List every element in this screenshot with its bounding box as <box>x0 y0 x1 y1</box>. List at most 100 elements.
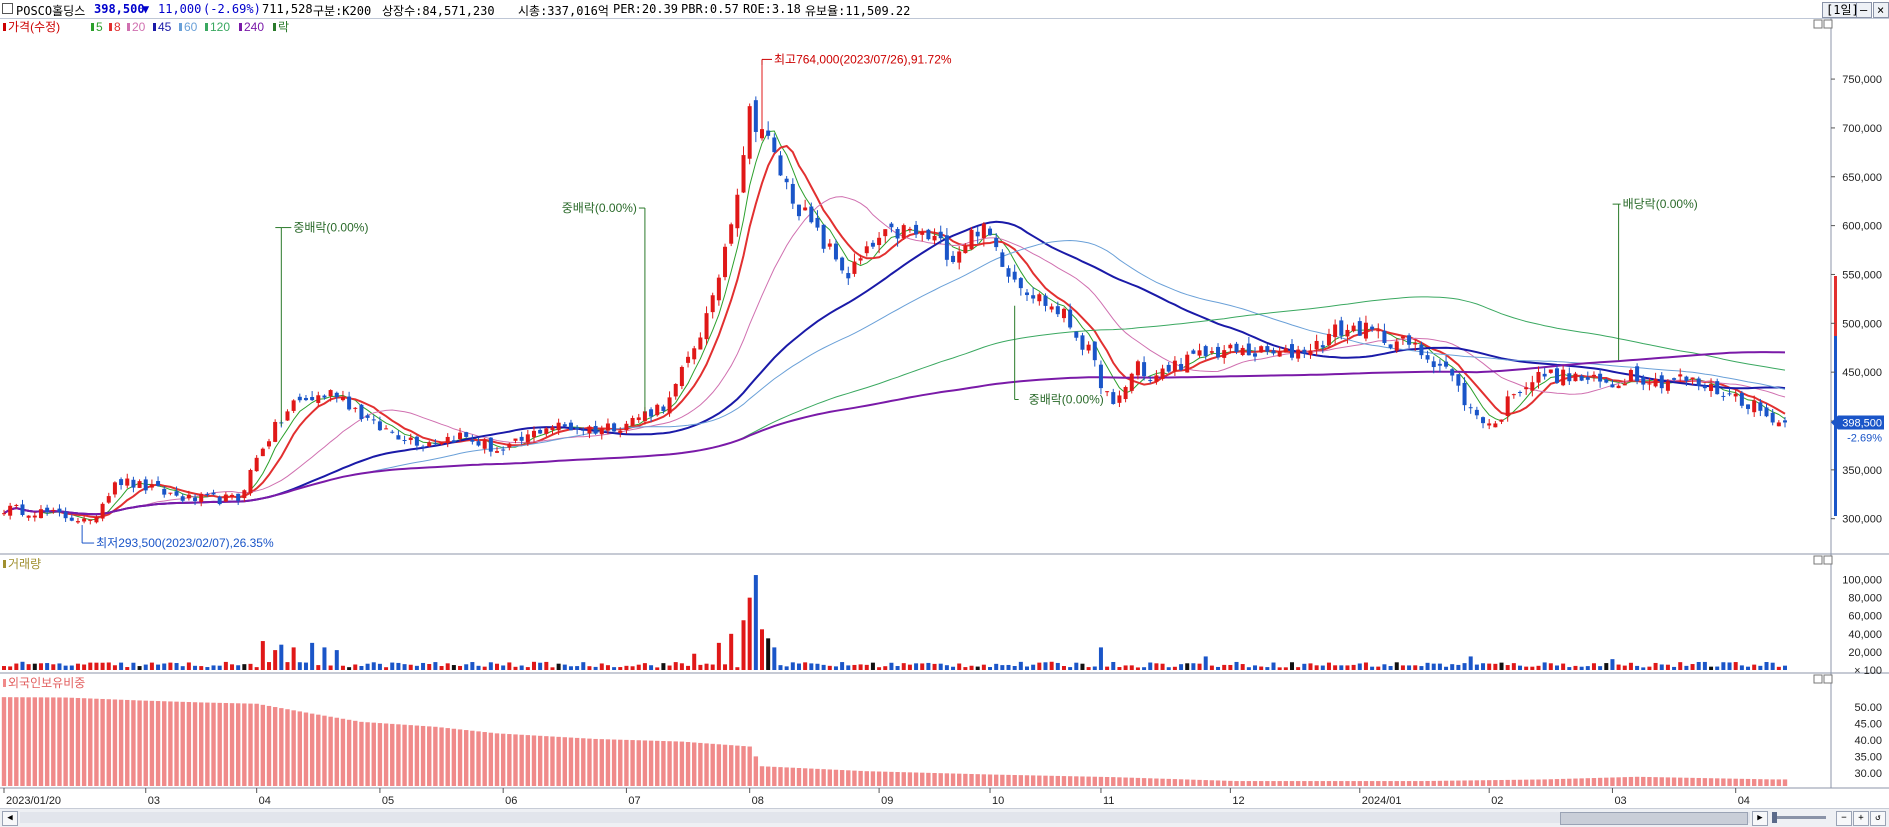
volume-bar <box>211 665 216 670</box>
candle-body <box>365 415 370 418</box>
volume-bar <box>297 662 302 670</box>
stock-selector-icon[interactable] <box>2 3 13 14</box>
foreign-ratio-bar <box>507 734 512 786</box>
volume-bar <box>1709 666 1714 670</box>
candle-body <box>1326 333 1331 346</box>
volume-bar <box>180 666 185 670</box>
candle-body <box>1000 252 1005 267</box>
candle-body <box>254 457 259 472</box>
foreign-ratio-bar <box>482 732 487 786</box>
foreign-ratio-bar <box>1111 777 1116 786</box>
volume-bar <box>1548 663 1553 670</box>
candle-body <box>1462 382 1467 406</box>
foreign-ratio-bar <box>513 734 518 786</box>
candle-body <box>1191 350 1196 354</box>
minimize-button[interactable]: – <box>1856 2 1872 18</box>
foreign-ratio-bar <box>1382 781 1387 786</box>
volume-bar <box>821 664 826 670</box>
candle-body <box>458 432 463 440</box>
foreign-ratio-bar <box>254 703 259 786</box>
volume-bar <box>1074 662 1079 670</box>
volume-bar <box>1265 667 1270 670</box>
ma-legend-label: 5 <box>96 20 103 34</box>
zoom-in-icon[interactable]: + <box>1853 811 1869 826</box>
foreign-ratio-bar <box>611 739 617 786</box>
volume-bar <box>482 666 487 670</box>
candle-body <box>525 434 530 443</box>
volume-bar <box>106 662 111 670</box>
foreign-ratio-bar <box>1191 779 1196 786</box>
candle-body <box>673 383 678 397</box>
foreign-ratio-bar <box>1141 778 1147 786</box>
volume-bar <box>1758 665 1763 670</box>
stock-chart[interactable]: 가격(수정) 5 8 20 45 60 120 240 락 거래량 외국인보유비중 300,0… <box>0 18 1889 808</box>
pbr-value: PBR:0.57 <box>681 2 739 16</box>
volume-bar <box>1376 666 1381 670</box>
candle-body <box>1345 329 1350 337</box>
foreign-ratio-bar <box>1283 781 1289 786</box>
candle-body <box>1783 420 1787 423</box>
close-icon[interactable]: × <box>1873 2 1889 18</box>
volume-bar <box>88 662 93 670</box>
foreign-ratio-bar <box>1474 780 1480 786</box>
volume-bar <box>1505 665 1510 670</box>
candle-body <box>599 428 604 435</box>
candle-body <box>156 481 161 486</box>
volume-bar <box>14 663 19 670</box>
price-tick-label: 700,000 <box>1842 123 1882 135</box>
volume-bar <box>1191 663 1196 670</box>
period-button[interactable]: [1일] <box>1822 2 1863 18</box>
zoom-out-icon[interactable]: − <box>1836 811 1852 826</box>
foreign-ratio-bar <box>328 716 333 786</box>
volume-bar <box>20 661 25 670</box>
volume-bar <box>864 664 869 670</box>
candle-body <box>1444 361 1449 367</box>
candle-body <box>100 503 105 519</box>
scroll-left-icon[interactable]: ◀ <box>2 811 18 826</box>
foreign-ratio-bar <box>383 723 389 786</box>
foreign-ratio-bar <box>1160 778 1165 786</box>
foreign-ratio-bar <box>1332 781 1338 786</box>
candle-body <box>186 494 191 499</box>
stock-name[interactable]: POSCO홀딩스 <box>16 4 86 18</box>
volume-bar <box>162 663 167 670</box>
foreign-ratio-bar <box>1314 781 1319 786</box>
volume-bar <box>248 663 253 670</box>
ma-legend-label: 120 <box>210 20 230 34</box>
volume-bar <box>168 662 173 670</box>
scroll-track[interactable] <box>20 812 1750 823</box>
candle-body <box>310 397 315 401</box>
volume-bar <box>223 661 228 670</box>
candle-body <box>1690 377 1695 380</box>
horizontal-scrollbar[interactable]: ◀ ▶ − + ↺ <box>0 808 1889 827</box>
candle-body <box>1610 384 1615 388</box>
foreign-ratio-bar <box>285 709 290 786</box>
volume-bar <box>1499 662 1504 670</box>
scroll-thumb[interactable] <box>1560 812 1748 825</box>
zoom-slider[interactable] <box>1772 816 1826 819</box>
foreign-ratio-bar <box>88 698 93 786</box>
zoom-slider-handle[interactable] <box>1772 812 1777 823</box>
foreign-ratio-bar <box>883 771 888 786</box>
volume-bar <box>753 575 758 670</box>
foreign-ratio-bar <box>235 703 241 786</box>
foreign-ratio-bar <box>790 767 796 786</box>
foreign-ratio-bar <box>1567 778 1572 786</box>
scroll-right-icon[interactable]: ▶ <box>1752 811 1768 826</box>
candle-body <box>1031 295 1036 299</box>
volume-bar <box>1764 662 1769 670</box>
candle-body <box>1585 377 1590 380</box>
candle-body <box>119 479 124 486</box>
volume-bar <box>464 664 469 670</box>
volume-bar <box>347 667 352 670</box>
zoom-reset-icon[interactable]: ↺ <box>1870 811 1886 826</box>
candle-body <box>63 511 68 519</box>
foreign-ratio-bar <box>1653 777 1658 786</box>
date-tick-label: 2023/01/20 <box>6 795 61 807</box>
foreign-ratio-bar <box>433 726 438 786</box>
candle-body <box>1715 381 1720 395</box>
candle-body <box>439 442 444 445</box>
volume-unit-label: × 100 <box>1854 665 1882 677</box>
foreign-ratio-bar <box>427 726 432 786</box>
candle-body <box>1129 373 1134 391</box>
